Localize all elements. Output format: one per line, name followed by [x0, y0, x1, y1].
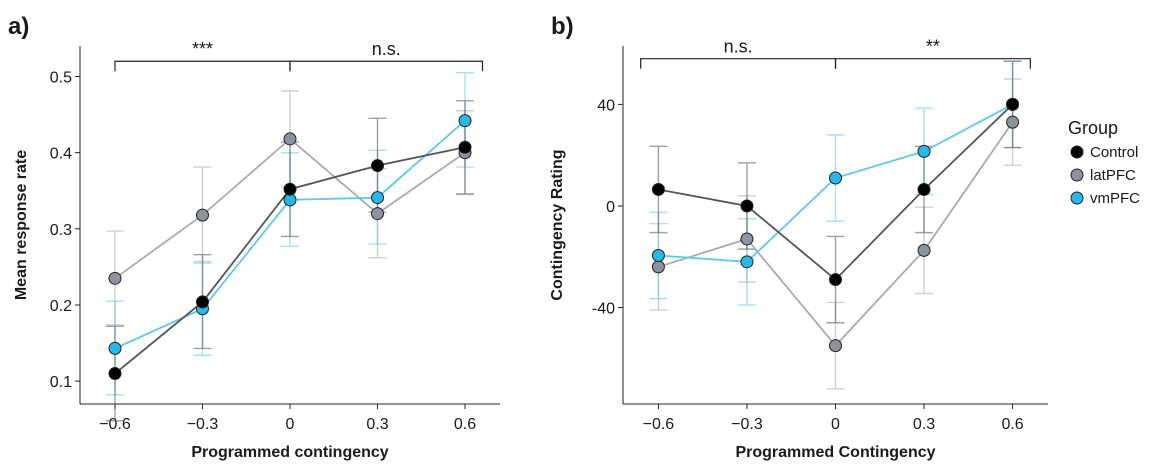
legend-title: Group [1068, 118, 1118, 138]
significance-label: *** [192, 39, 213, 59]
y-tick-label: -40 [592, 301, 615, 318]
y-tick-label: 0.5 [50, 69, 72, 86]
data-point-vmpfc [829, 171, 842, 185]
legend-label-vmpfc: vmPFC [1090, 190, 1140, 207]
significance-label: n.s. [372, 39, 401, 59]
x-tick-label: 0 [286, 416, 295, 433]
x-axis-title: Programmed contingency [191, 444, 388, 461]
data-point-control [1006, 97, 1020, 111]
data-point-control [651, 182, 665, 196]
data-point-control [740, 199, 754, 213]
x-tick-label: 0.6 [1001, 416, 1023, 433]
x-tick-label: 0.6 [454, 416, 476, 433]
data-point-control [458, 140, 472, 154]
panel-a: a)0.10.20.30.40.5−0.6 −0.3 0 0.3 0.6Programm… [8, 13, 500, 461]
data-point-latpfc [740, 232, 754, 246]
data-point-latpfc [283, 132, 297, 146]
y-tick-label: 0.1 [50, 374, 72, 391]
data-point-vmpfc [917, 144, 931, 158]
data-point-vmpfc [108, 341, 122, 355]
legend-label-latpfc: latPFC [1090, 167, 1136, 184]
data-point-vmpfc [371, 191, 384, 205]
y-tick-label: 0.3 [50, 222, 72, 239]
data-point-latpfc [829, 339, 842, 353]
data-point-control [829, 273, 842, 287]
x-axis-title: Programmed Contingency [735, 444, 935, 461]
data-point-latpfc [108, 271, 122, 285]
data-point-control [283, 182, 297, 196]
x-tick-label: −0.3 [187, 416, 219, 433]
significance-bracket [114, 60, 291, 72]
y-tick-label: 0.4 [50, 146, 72, 163]
significance-label: n.s. [724, 37, 753, 57]
y-tick-label: 0 [606, 199, 615, 216]
x-tick-label: 0.3 [366, 416, 388, 433]
legend-label-control: Control [1090, 144, 1138, 161]
significance-bracket [834, 58, 1031, 69]
x-tick-label: 0.3 [913, 416, 935, 433]
legend-marker-latpfc [1070, 168, 1084, 182]
legend-items: Control latPFC vmPFC [1070, 144, 1140, 207]
legend-marker-control [1070, 145, 1084, 159]
data-point-vmpfc [740, 255, 754, 269]
data-point-latpfc [1006, 115, 1020, 129]
significance-label: ** [926, 37, 940, 57]
y-tick-label: 40 [597, 97, 615, 114]
data-point-vmpfc [458, 114, 472, 128]
y-axis-title: Contingency Rating [549, 149, 566, 300]
data-point-control [196, 295, 209, 309]
panel-letter: b) [551, 13, 574, 40]
legend-marker-vmpfc [1070, 191, 1084, 205]
data-point-vmpfc [651, 248, 665, 262]
panel-b: b) -40 0 40 −0.6 −0.3 0 0.3 0.6 Programmed Contin… [549, 13, 1048, 461]
data-point-latpfc [917, 243, 931, 257]
data-point-latpfc [371, 207, 384, 221]
data-point-latpfc [196, 208, 209, 222]
y-tick-label: 0.2 [50, 298, 72, 315]
data-point-control [371, 159, 384, 173]
significance-bracket [289, 60, 484, 72]
x-tick-label: 0 [831, 416, 840, 433]
data-point-control [108, 367, 122, 381]
y-axis-title: Mean response rate [13, 150, 30, 300]
x-tick-label: −0.3 [731, 416, 763, 433]
significance-bracket [640, 58, 837, 69]
data-point-latpfc [651, 260, 665, 274]
error-bars-control [106, 100, 474, 422]
data-point-control [917, 182, 931, 196]
legend: Group Control latPFC vmPFC [1068, 118, 1140, 207]
x-tick-label: −0.6 [643, 416, 675, 433]
panel-letter: a) [8, 13, 29, 40]
